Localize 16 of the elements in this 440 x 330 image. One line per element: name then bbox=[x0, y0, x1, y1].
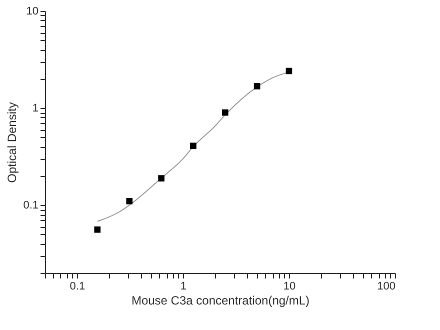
x-tick-label: 100 bbox=[377, 280, 396, 292]
point bbox=[190, 142, 196, 150]
y-tick-label: 1 bbox=[32, 102, 38, 115]
y-axis-title: Optical Density bbox=[5, 102, 20, 183]
y-tick-label: 0.1 bbox=[23, 200, 38, 212]
x-tick-label: 10 bbox=[283, 280, 296, 292]
point bbox=[222, 109, 228, 116]
y-tick-label: 10 bbox=[26, 6, 38, 18]
point bbox=[158, 175, 164, 182]
x-axis-title: Mouse C3a concentration(ng/mL) bbox=[131, 294, 310, 308]
x-tick-label: 0.1 bbox=[70, 280, 86, 292]
point bbox=[286, 68, 292, 74]
x-tick-label: 1 bbox=[180, 280, 187, 292]
point bbox=[254, 83, 260, 90]
point bbox=[126, 198, 133, 204]
point bbox=[94, 226, 101, 233]
